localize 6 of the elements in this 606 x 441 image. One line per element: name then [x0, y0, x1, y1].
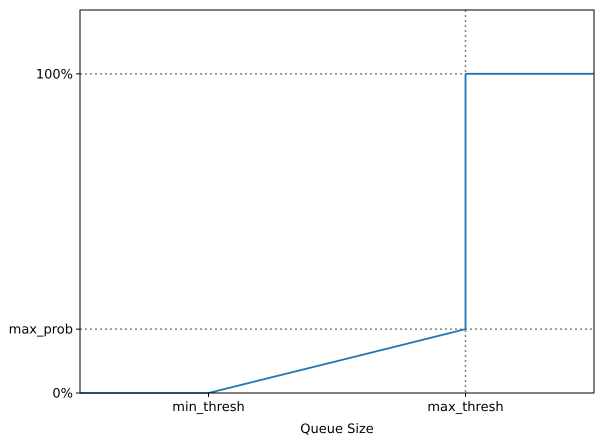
x-tick-label: max_thresh: [427, 400, 504, 415]
y-tick-label: max_prob: [8, 322, 73, 338]
x-axis-title: Queue Size: [300, 422, 374, 437]
y-tick-label: 100%: [36, 67, 73, 82]
y-tick-label: 0%: [52, 386, 73, 402]
x-tick-label: min_thresh: [172, 400, 245, 415]
